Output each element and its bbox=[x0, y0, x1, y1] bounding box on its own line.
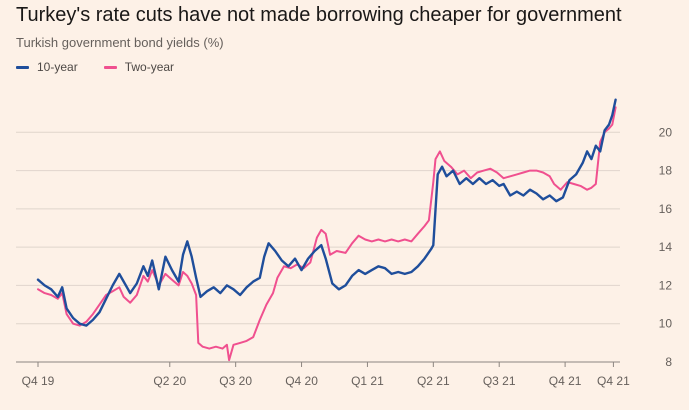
legend-label-two-year: Two-year bbox=[124, 60, 175, 74]
series-line-two-year bbox=[37, 106, 617, 362]
x-tick-label-2: Q3 20 bbox=[219, 374, 252, 388]
chart-subtitle: Turkish government bond yields (%) bbox=[16, 35, 224, 50]
y-tick-label-20: 20 bbox=[659, 125, 673, 139]
series-line-10-year bbox=[36, 98, 617, 327]
legend-label-10-year: 10-year bbox=[37, 60, 78, 74]
x-tick-label-5: Q2 21 bbox=[417, 374, 450, 388]
legend-swatch-two-year bbox=[103, 65, 117, 69]
y-tick-label-10: 10 bbox=[659, 317, 673, 331]
series-lines bbox=[36, 98, 617, 362]
x-tick-label-1: Q2 20 bbox=[153, 374, 186, 388]
x-tick-label-8: Q4 21 bbox=[597, 374, 630, 388]
legend: 10-year Two-year bbox=[16, 60, 174, 74]
x-tick-label-4: Q1 21 bbox=[351, 374, 384, 388]
y-tick-label-16: 16 bbox=[659, 202, 673, 216]
x-axis: Q4 19 Q2 20 Q3 20 Q4 20 Q1 21 Q2 21 Q3 21 Q4 21… bbox=[16, 361, 630, 388]
x-tick-label-6: Q3 21 bbox=[483, 374, 516, 388]
legend-item-10-year: 10-year bbox=[16, 60, 78, 74]
y-tick-label-8: 8 bbox=[665, 355, 672, 369]
x-tick-label-7: Q4 21 bbox=[549, 374, 582, 388]
y-axis-labels: 8 10 12 14 16 18 20 bbox=[659, 125, 673, 369]
legend-item-two-year: Two-year bbox=[103, 60, 175, 74]
chart-title: Turkey's rate cuts have not made borrowi… bbox=[16, 4, 622, 26]
x-tick-label-0: Q4 19 bbox=[22, 374, 55, 388]
y-tick-label-18: 18 bbox=[659, 164, 673, 178]
y-tick-label-14: 14 bbox=[659, 240, 673, 254]
legend-swatch-10-year bbox=[16, 65, 29, 69]
y-tick-label-12: 12 bbox=[659, 278, 673, 292]
x-tick-label-3: Q4 20 bbox=[285, 374, 318, 388]
